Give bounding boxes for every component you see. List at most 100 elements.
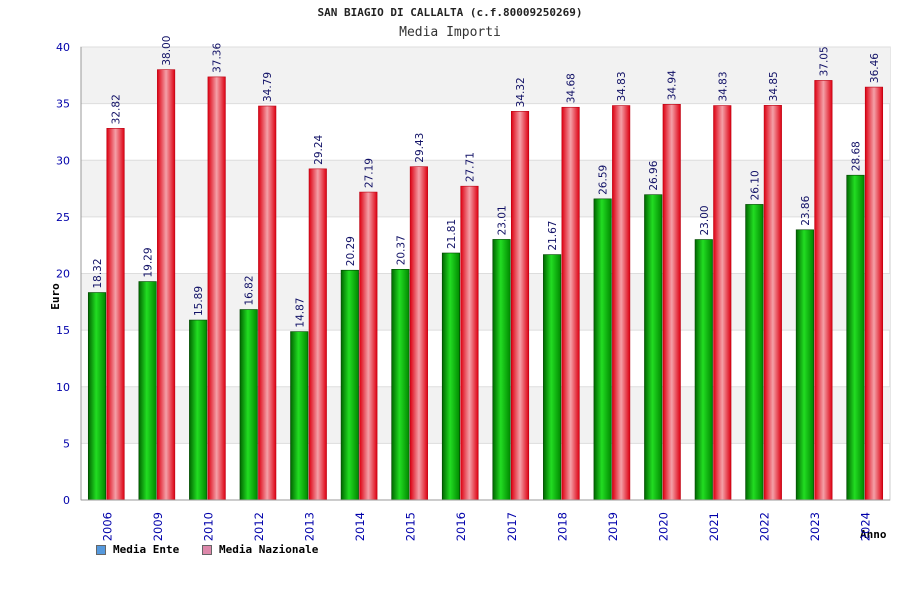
data-label: 38.00 (161, 36, 173, 66)
data-label: 16.82 (244, 275, 256, 305)
x-tick-label: 2018 (555, 512, 569, 541)
y-tick-label: 25 (56, 211, 70, 224)
x-tick-label: 2020 (656, 512, 670, 541)
x-tick-label: 2016 (454, 512, 468, 541)
bar-nazionale-2018 (561, 106, 580, 501)
legend-item-media-ente: Media Ente (96, 543, 179, 556)
data-label: 23.86 (800, 195, 812, 225)
data-label: 21.81 (446, 219, 458, 249)
bar-nazionale-2022 (763, 105, 782, 501)
bar-nazionale-2014 (359, 191, 378, 501)
x-tick-label: 2012 (252, 512, 266, 541)
data-label: 29.43 (414, 133, 426, 163)
data-label: 34.79 (262, 72, 274, 102)
data-label: 18.32 (92, 258, 104, 288)
data-label: 37.36 (212, 43, 224, 73)
data-label: 23.01 (497, 205, 509, 235)
bar-nazionale-2020 (662, 104, 681, 501)
data-label: 29.24 (313, 134, 325, 164)
legend-label-nazionale: Media Nazionale (219, 543, 319, 556)
bar-ente-2015 (391, 269, 410, 501)
x-tick-label: 2006 (100, 512, 114, 541)
y-tick-label: 15 (56, 324, 70, 337)
data-label: 37.05 (818, 46, 830, 76)
y-tick-label: 10 (56, 381, 70, 394)
bar-ente-2024 (846, 174, 865, 501)
bar-ente-2014 (340, 269, 359, 501)
data-label: 36.46 (869, 53, 881, 83)
bar-ente-2016 (441, 252, 461, 501)
data-label: 26.59 (598, 165, 610, 195)
data-label: 20.29 (345, 236, 357, 266)
data-label: 34.68 (566, 73, 578, 103)
y-tick-label: 30 (56, 154, 70, 167)
data-label: 28.68 (850, 141, 862, 171)
bar-nazionale-2010 (207, 76, 226, 501)
bar-nazionale-2019 (612, 105, 631, 501)
x-tick-label: 2023 (808, 512, 822, 541)
bar-ente-2013 (290, 331, 309, 501)
bar-ente-2021 (694, 239, 713, 501)
x-tick-label: 2013 (303, 512, 317, 541)
chart-title: SAN BIAGIO DI CALLALTA (c.f.80009250269) (317, 6, 583, 19)
x-tick-label: 2014 (353, 512, 367, 541)
chart-subtitle: Media Importi (399, 25, 501, 40)
x-tick-label: 2010 (201, 512, 215, 541)
y-tick-label: 40 (56, 41, 70, 54)
legend-swatch-nazionale (202, 544, 212, 555)
x-tick-label: 2021 (707, 512, 721, 541)
data-label: 26.10 (749, 170, 761, 200)
data-label: 21.67 (547, 221, 559, 251)
x-tick-label: 2024 (859, 512, 873, 541)
bar-ente-2019 (593, 198, 612, 501)
bar-nazionale-2017 (510, 111, 530, 501)
data-label: 27.71 (464, 152, 476, 182)
data-label: 23.00 (699, 205, 711, 235)
bar-ente-2022 (745, 204, 764, 501)
y-tick-label: 20 (56, 268, 70, 281)
bar-nazionale-2016 (460, 185, 479, 501)
bar-nazionale-2013 (308, 168, 327, 501)
x-axis-label: Anno (860, 528, 887, 541)
legend-label-ente: Media Ente (113, 543, 180, 556)
bar-ente-2020 (644, 194, 663, 501)
y-tick-label: 35 (56, 98, 70, 111)
legend-swatch-ente (96, 544, 106, 555)
bar-ente-2010 (189, 319, 208, 501)
bar-ente-2006 (87, 292, 107, 501)
data-label: 34.94 (667, 70, 679, 100)
data-label: 27.19 (363, 158, 375, 188)
y-tick-label: 5 (63, 437, 70, 450)
bar-ente-2023 (795, 229, 814, 501)
data-label: 26.96 (648, 160, 660, 190)
bar-nazionale-2009 (157, 69, 176, 501)
data-label: 34.85 (768, 71, 780, 101)
x-tick-label: 2009 (151, 512, 165, 541)
data-label: 32.82 (111, 94, 123, 124)
data-label: 34.83 (717, 71, 729, 101)
bar-ente-2012 (239, 309, 258, 501)
x-tick-label: 2019 (606, 512, 620, 541)
bar-ente-2009 (138, 281, 157, 501)
data-label: 34.32 (515, 77, 527, 107)
x-tick-label: 2022 (758, 512, 772, 541)
bar-nazionale-2006 (106, 128, 125, 501)
x-tick-label: 2015 (404, 512, 418, 541)
bar-ente-2017 (492, 239, 511, 501)
data-label: 20.37 (395, 235, 407, 265)
legend-item-media-nazionale: Media Nazionale (202, 543, 318, 556)
bar-nazionale-2021 (713, 105, 732, 501)
bar-nazionale-2012 (258, 105, 277, 501)
bar-nazionale-2023 (814, 80, 833, 501)
bar-nazionale-2015 (409, 166, 428, 501)
data-label: 34.83 (616, 71, 628, 101)
bar-ente-2018 (543, 254, 562, 501)
x-tick-label: 2017 (505, 512, 519, 541)
y-tick-label: 0 (63, 494, 70, 507)
bar-nazionale-2024 (864, 86, 884, 501)
data-label: 15.89 (193, 286, 205, 316)
data-label: 19.29 (143, 247, 155, 277)
data-label: 14.87 (294, 298, 306, 328)
